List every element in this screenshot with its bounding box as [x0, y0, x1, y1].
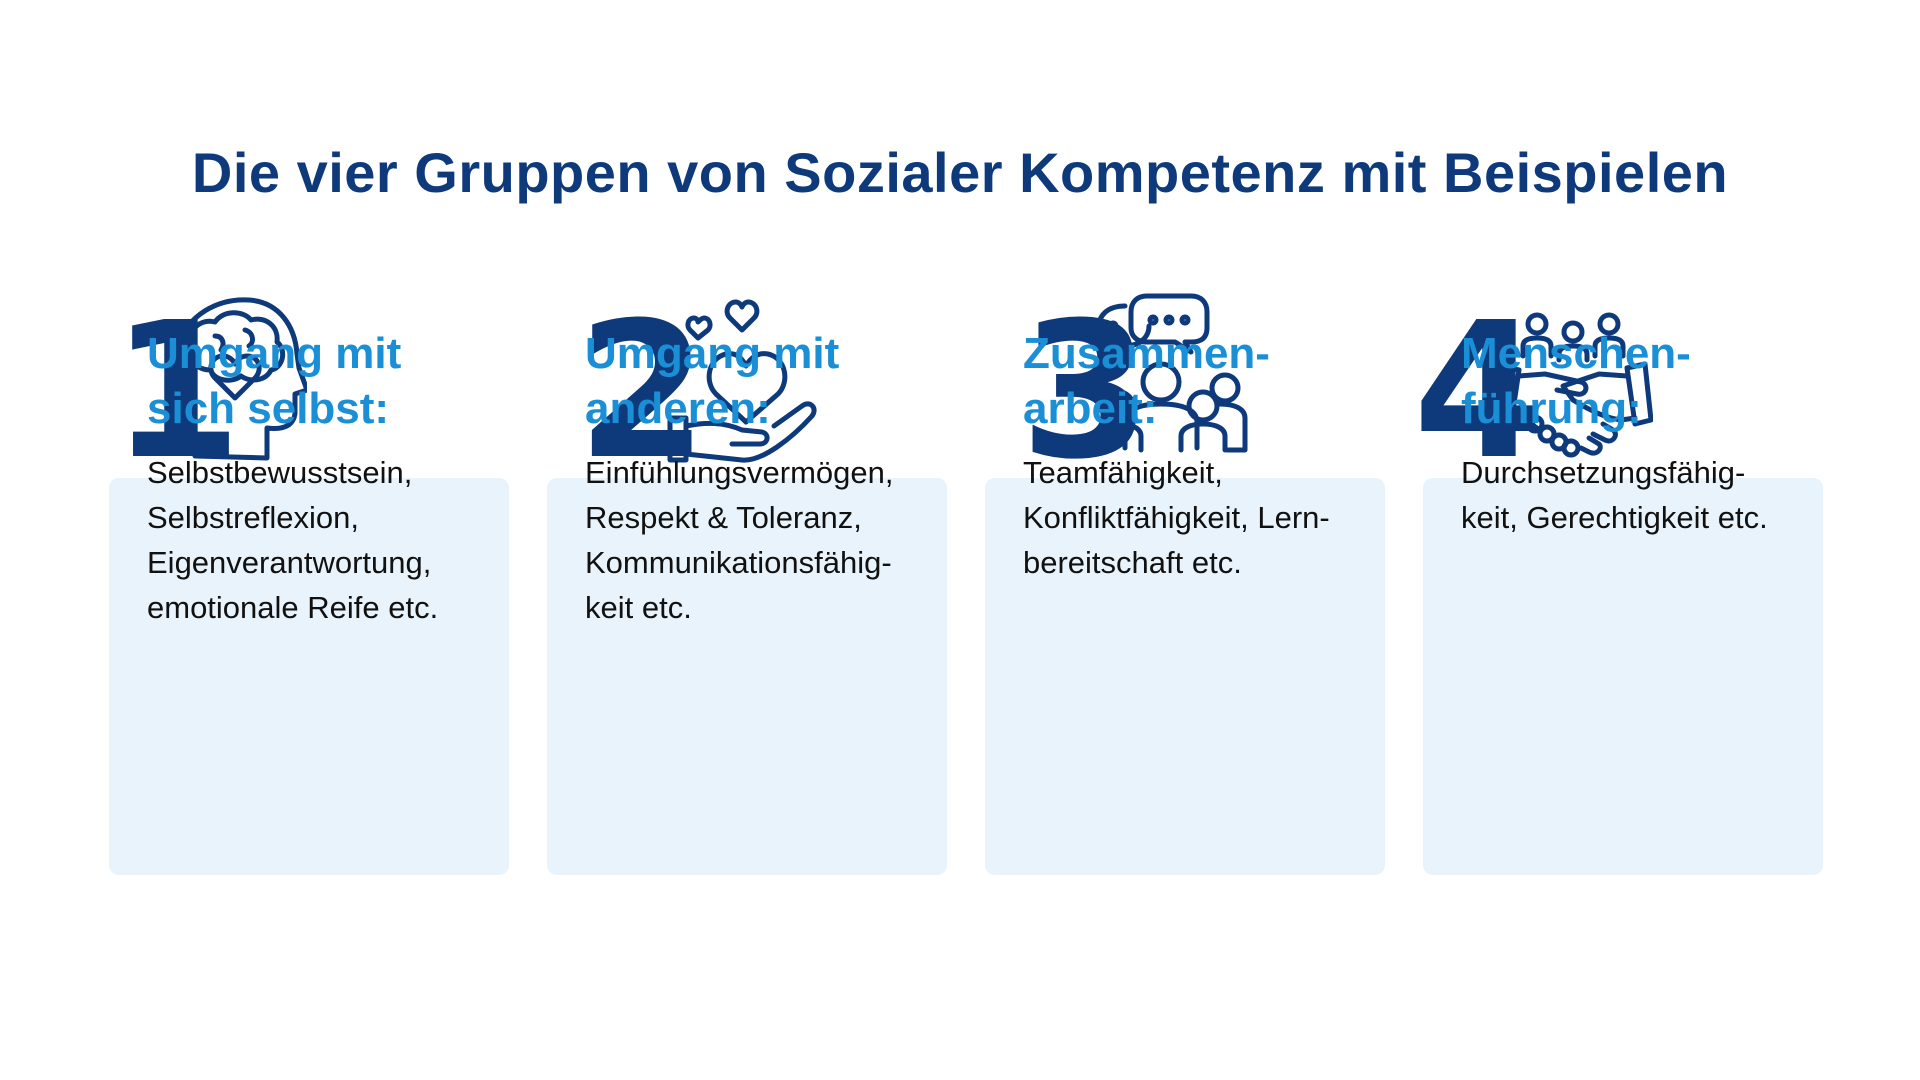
group-chat-icon — [1095, 293, 1248, 453]
card-heading: Umgang mit anderen: — [585, 329, 840, 433]
group-number: 4 — [1413, 282, 1544, 501]
page-title: Die vier Gruppen von Sozialer Kompetenz … — [191, 141, 1729, 204]
hand-holding-heart-icon — [667, 299, 817, 463]
card-background — [985, 478, 1385, 875]
handshake-team-icon — [1493, 312, 1653, 458]
group-card-3: 3 Zusammen- arbeit: Teamfähigkeit, Konfl… — [985, 290, 1385, 875]
group-card-2: 2 Umgang mit anderen: Einfühlungsvermöge… — [547, 290, 947, 875]
card-background — [109, 478, 509, 875]
head-heart-brain-icon — [170, 297, 307, 461]
card-heading: Zusammen- arbeit: — [1023, 329, 1270, 433]
card-background — [1423, 478, 1823, 875]
group-card-4: 4 Menschen- führung: Durchsetzungsfähig-… — [1413, 290, 1823, 875]
card-examples: Durchsetzungsfähig- keit, Gerechtigkeit … — [1461, 455, 1768, 535]
card-examples: Teamfähigkeit, Konfliktfähigkeit, Lern- … — [1023, 455, 1330, 580]
card-examples: Einfühlungsvermögen, Respekt & Toleranz,… — [585, 455, 894, 625]
group-card-1: 1 Umgang mit sich selbst: Selbstbewussts… — [109, 290, 509, 875]
card-examples: Selbstbewusstsein, Selbstreflexion, Eige… — [147, 455, 439, 625]
card-background — [547, 478, 947, 875]
card-heading: Menschen- führung: — [1461, 329, 1691, 433]
card-heading: Umgang mit sich selbst: — [147, 329, 402, 433]
